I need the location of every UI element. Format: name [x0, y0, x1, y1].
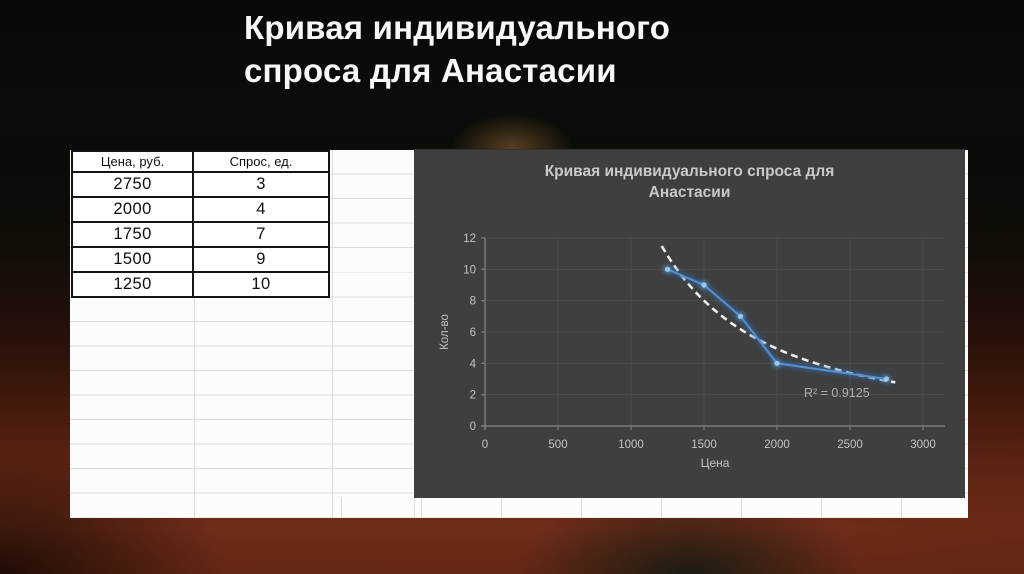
table-cell: 3 — [192, 171, 330, 198]
x-tick-label: 3000 — [910, 439, 936, 451]
x-tick-label: 500 — [548, 439, 567, 451]
table-cell: 2750 — [71, 171, 194, 198]
y-tick-label: 4 — [470, 358, 477, 370]
x-tick-label: 0 — [482, 439, 488, 451]
demand-table-head: Цена, руб. Спрос, ед. — [71, 150, 330, 173]
table-cell: 9 — [192, 246, 330, 273]
table-cell: 10 — [192, 271, 330, 298]
slide-title: Кривая индивидуального спроса для Анаста… — [244, 6, 844, 92]
trendline-dashed — [660, 245, 896, 384]
y-tick-label: 2 — [470, 390, 476, 402]
y-tick-label: 12 — [463, 233, 476, 245]
table-header-row: Цена, руб. Спрос, ед. — [71, 150, 330, 173]
table-cell: 7 — [192, 221, 330, 248]
y-axis-title: Кол-во — [439, 314, 451, 350]
y-tick-label: 0 — [470, 421, 476, 433]
table-row: 2000 4 — [71, 196, 330, 223]
table-header-price: Цена, руб. — [71, 150, 194, 173]
table-cell: 1750 — [71, 221, 194, 248]
chart-title-line1: Кривая индивидуального спроса для — [544, 163, 835, 180]
data-point — [737, 313, 744, 319]
table-row: 2750 3 — [71, 171, 330, 198]
table-row: 1750 7 — [71, 221, 330, 248]
demand-table-body: 2750 3 2000 4 1750 7 1500 9 1250 10 — [71, 171, 330, 298]
table-cell: 2000 — [71, 196, 194, 223]
x-tick-label: 1500 — [691, 439, 717, 451]
plot-area: 0 2 4 6 8 10 12 0 500 1000 1500 2000 2500 3000 Кол-во Ц… — [439, 233, 945, 470]
table-cell: 4 — [192, 196, 330, 223]
slide-title-line1: Кривая индивидуального — [244, 9, 671, 46]
demand-table: Цена, руб. Спрос, ед. 2750 3 2000 4 1750 7 150… — [71, 150, 330, 298]
table-header-demand: Спрос, ед. — [192, 150, 330, 173]
chart-title-line2: Анастасии — [648, 184, 731, 201]
slide-title-line2: спроса для Анастасии — [244, 52, 617, 89]
table-cell: 1500 — [71, 246, 194, 273]
x-tick-label: 2000 — [764, 439, 790, 451]
spreadsheet-column-gridline — [332, 150, 333, 518]
y-tick-label: 8 — [470, 296, 476, 308]
r-squared-label: R² = 0.9125 — [804, 386, 870, 400]
spreadsheet-column-gridline — [194, 150, 195, 518]
y-tick-label: 6 — [470, 327, 476, 339]
x-tick-label: 2500 — [837, 439, 863, 451]
data-point — [774, 360, 780, 366]
data-point — [883, 376, 890, 382]
demand-chart: Кривая индивидуального спроса для Анаста… — [414, 149, 965, 498]
x-tick-label: 1000 — [618, 439, 644, 451]
y-tick-label: 10 — [463, 264, 476, 276]
chart-title: Кривая индивидуального спроса для Анаста… — [414, 161, 965, 203]
data-point — [664, 266, 671, 272]
table-row: 1250 10 — [71, 271, 330, 298]
table-row: 1500 9 — [71, 246, 330, 273]
data-point — [701, 282, 707, 288]
x-axis-title: Цена — [701, 456, 730, 470]
table-cell: 1250 — [71, 271, 194, 298]
spreadsheet-bottom-cells — [341, 497, 968, 518]
